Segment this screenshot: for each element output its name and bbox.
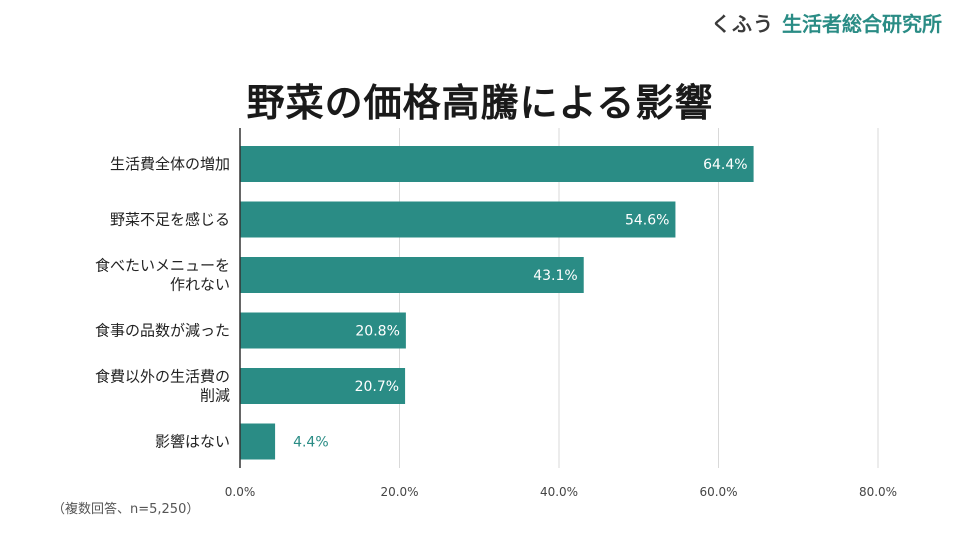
x-tick-label: 60.0%: [699, 485, 737, 499]
data-label: 20.8%: [355, 324, 399, 340]
data-label: 20.7%: [355, 379, 399, 395]
category-label: 食べたいメニューを: [95, 257, 230, 275]
chart-title: 野菜の価格高騰による影響: [246, 81, 714, 125]
bar: [240, 146, 754, 182]
data-label: 54.6%: [625, 213, 669, 229]
category-label: 作れない: [170, 276, 230, 294]
bar: [240, 201, 676, 238]
bar: [240, 423, 276, 460]
x-tick-label: 20.0%: [380, 485, 418, 499]
bar: [240, 368, 406, 404]
x-tick-label: 80.0%: [859, 485, 897, 499]
bar: [240, 312, 406, 349]
category-label: 食事の品数が減った: [95, 322, 230, 340]
category-label: 生活費全体の増加: [110, 155, 230, 173]
data-label: 64.4%: [703, 157, 747, 173]
footnote: （複数回答、n=5,250）: [52, 502, 200, 517]
x-tick-label: 0.0%: [225, 485, 256, 499]
logo-org-name: 生活者総合研究所: [782, 12, 942, 36]
category-label: 食費以外の生活費の: [95, 368, 230, 386]
brand-logo: くふう 生活者総合研究所: [711, 8, 942, 37]
data-label: 43.1%: [533, 268, 577, 284]
category-label: 野菜不足を感じる: [110, 211, 230, 229]
data-label: 4.4%: [293, 435, 329, 451]
logo-kana: くふう: [711, 12, 774, 36]
category-label: 影響はない: [155, 433, 230, 451]
x-tick-label: 40.0%: [540, 485, 578, 499]
bar: [240, 257, 584, 293]
category-label: 削減: [200, 387, 230, 405]
